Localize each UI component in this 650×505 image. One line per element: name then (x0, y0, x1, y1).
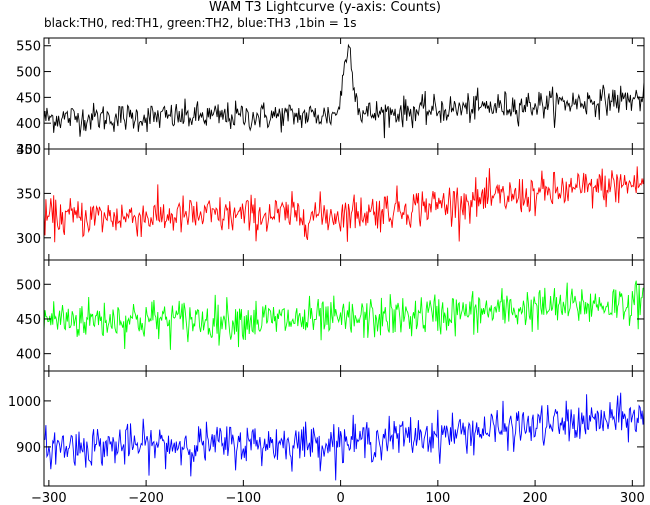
chart-title: WAM T3 Lightcurve (y-axis: Counts) (209, 0, 441, 15)
y-tick-label: 500 (16, 278, 41, 293)
y-tick-label: 1000 (8, 395, 41, 410)
y-tick-label: 400 (16, 143, 41, 158)
x-tick-label: 300 (620, 491, 645, 505)
y-tick-label: 350 (16, 143, 41, 158)
x-tick-label: −200 (128, 491, 164, 505)
y-tick-label: 900 (16, 441, 41, 456)
y-tick-label: 550 (16, 40, 41, 55)
x-tick-label: −100 (225, 491, 261, 505)
y-tick-label: 450 (16, 91, 41, 106)
y-tick-label: 400 (16, 348, 41, 363)
y-tick-label: 400 (16, 117, 41, 132)
panel-frame-th0 (43, 37, 645, 150)
x-tick-label: 200 (523, 491, 548, 505)
panel-frame-th2 (43, 259, 645, 372)
y-tick-label: 350 (16, 187, 41, 202)
panel-frame-th1 (43, 148, 645, 261)
x-tick-label: 100 (425, 491, 450, 505)
y-tick-label: 500 (16, 66, 41, 81)
y-tick-label: 450 (16, 313, 41, 328)
panel-frame-th3 (43, 370, 645, 487)
y-tick-label: 300 (16, 232, 41, 247)
lightcurve-th2 (44, 280, 644, 350)
chart-subtitle: black:TH0, red:TH1, green:TH2, blue:TH3 … (44, 16, 357, 30)
x-tick-label: −300 (31, 491, 67, 505)
lightcurve-th1 (44, 166, 644, 243)
lightcurve-th3 (44, 392, 644, 481)
x-tick-label: 0 (336, 491, 344, 505)
lightcurve-th0 (44, 43, 644, 139)
